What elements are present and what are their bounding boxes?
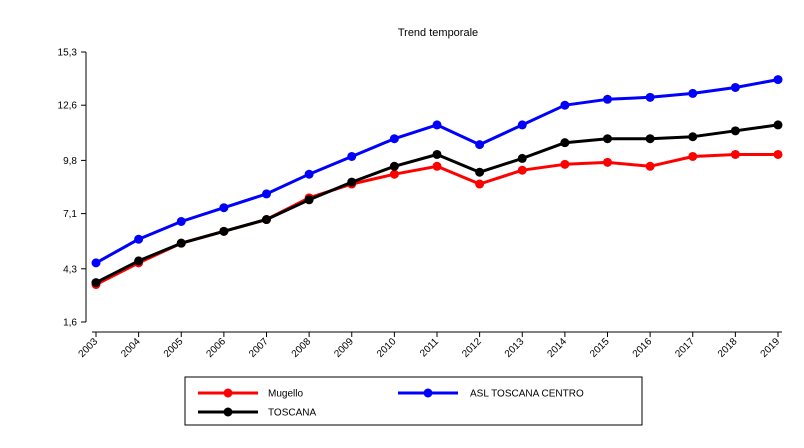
data-point [773,75,783,85]
data-point [304,195,314,205]
data-point [688,132,698,142]
legend-label: TOSCANA [268,408,316,419]
data-point [645,161,655,171]
data-point [91,278,101,288]
data-point [176,216,186,226]
data-point [560,100,570,110]
y-tick-label: 1,6 [63,318,77,329]
data-point [389,161,399,171]
data-point [347,177,357,187]
data-point [688,88,698,98]
data-point [603,94,612,104]
data-point [773,120,783,130]
y-tick-label: 4,3 [63,264,77,275]
legend-swatch-marker [423,388,433,398]
data-point [432,120,442,130]
data-point [134,256,144,266]
data-point [603,134,612,144]
legend-box [184,376,643,426]
data-point [645,92,655,102]
legend: Mugello ASL TOSCANA CENTRO TOSCANA [184,376,643,426]
data-point [560,159,570,169]
data-point [475,179,485,189]
chart-title: Trend temporale [398,27,478,39]
data-point [560,138,570,148]
data-point [432,149,442,159]
legend-label: Mugello [268,389,303,400]
data-point [347,151,357,161]
y-tick-label: 9,8 [63,156,77,167]
data-point [219,203,229,213]
data-point [730,82,740,92]
data-point [517,120,527,130]
y-tick-label: 15,3 [58,48,78,59]
data-point [389,134,399,144]
data-point [773,149,783,159]
data-point [645,134,655,144]
data-point [432,161,442,171]
legend-swatch-marker [223,388,233,398]
data-point [389,169,399,179]
data-point [176,238,186,248]
legend-swatch-marker [223,407,233,417]
data-point [730,149,740,159]
data-point [262,189,271,199]
data-point [91,258,101,268]
y-tick-label: 7,1 [63,209,77,220]
y-tick-label: 12,6 [58,101,78,112]
data-point [475,140,485,150]
data-point [134,234,144,244]
data-point [730,126,740,136]
data-point [517,165,527,175]
data-point [219,226,229,236]
data-point [475,167,485,177]
data-point [603,157,612,167]
data-point [304,169,314,179]
data-point [517,153,527,163]
series-layer [91,75,783,290]
legend-label: ASL TOSCANA CENTRO [470,389,584,400]
data-point [688,151,698,161]
data-point [262,215,271,225]
